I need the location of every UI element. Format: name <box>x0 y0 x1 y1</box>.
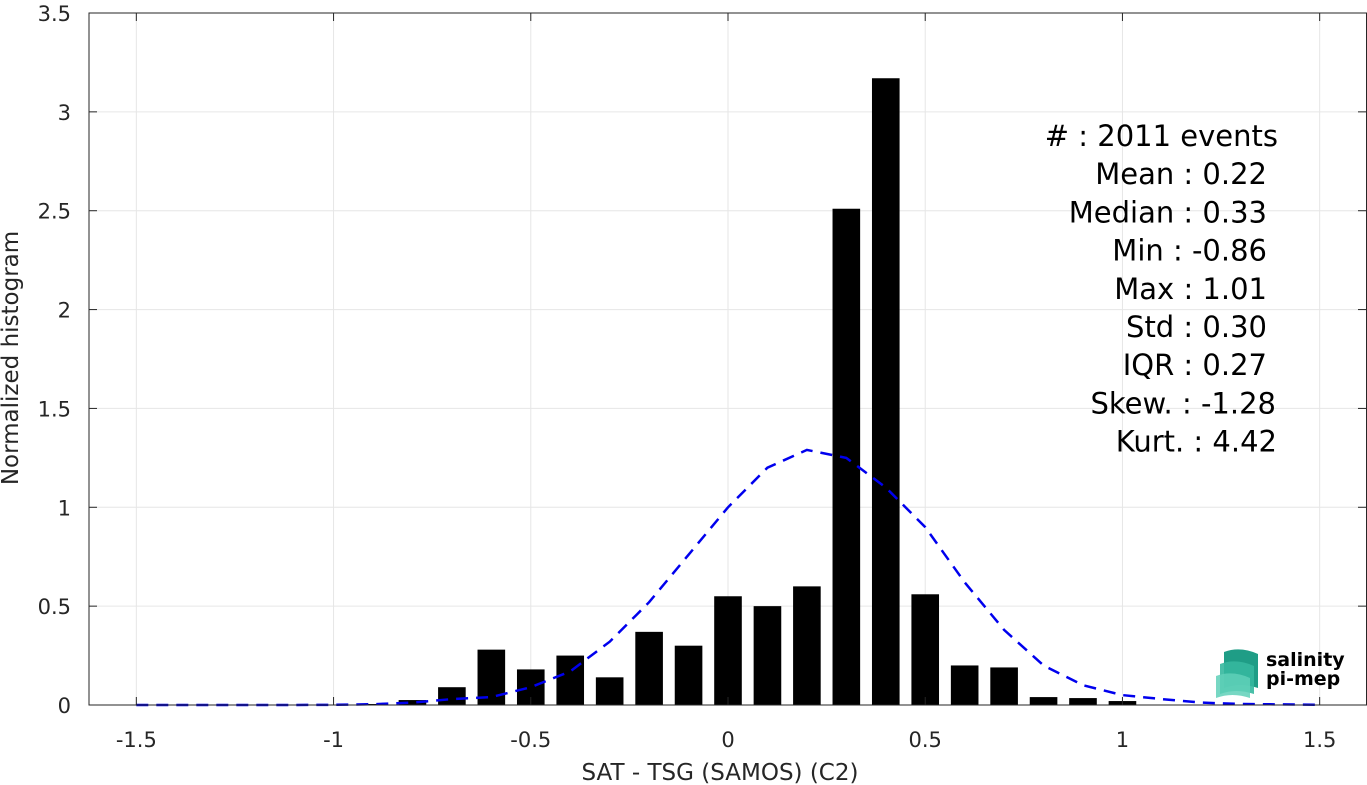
histogram-bar <box>911 594 940 705</box>
histogram-bar <box>674 645 703 705</box>
logo-mark-icon <box>1216 649 1258 698</box>
x-tick-label: 0.5 <box>909 728 942 752</box>
histogram-bar <box>753 606 782 705</box>
histogram-bar <box>398 700 427 705</box>
x-tick-label: 0 <box>721 728 734 752</box>
histogram-bar <box>793 586 821 705</box>
y-tick-label: 3.5 <box>38 2 71 26</box>
stat-line: Std : 0.30 <box>1126 310 1267 344</box>
stat-line: Min : -0.86 <box>1112 234 1267 268</box>
x-tick-label: -0.5 <box>510 728 551 752</box>
histogram-bar <box>1029 697 1058 705</box>
histogram-bar <box>438 687 466 705</box>
stat-line: Skew. : -1.28 <box>1090 386 1276 420</box>
histogram-bar <box>714 596 742 705</box>
logo-line2: pi-mep <box>1266 668 1340 690</box>
histogram-bar <box>950 665 979 705</box>
stat-line: Kurt. : 4.42 <box>1116 425 1277 459</box>
histogram-bar <box>1069 698 1097 705</box>
salinity-pi-mep-logo: salinity pi-mep <box>1216 649 1345 698</box>
bars <box>359 78 1137 706</box>
stat-line: Max : 1.01 <box>1114 272 1267 306</box>
y-tick-label: 1.5 <box>38 397 71 421</box>
y-tick-label: 2.5 <box>38 200 71 224</box>
x-tick-label: -1 <box>323 728 344 752</box>
stat-line: # : 2011 events <box>1045 119 1278 153</box>
x-tick-label: 1 <box>1116 728 1129 752</box>
y-tick-label: 1 <box>58 496 71 520</box>
histogram-bar <box>990 667 1018 705</box>
x-tick-label: -1.5 <box>116 728 157 752</box>
logo-line1: salinity <box>1266 649 1345 671</box>
stat-line: IQR : 0.27 <box>1123 348 1267 382</box>
y-tick-label: 0 <box>58 694 71 718</box>
histogram-bar <box>871 78 900 705</box>
histogram-bar <box>595 677 624 705</box>
y-axis-label: Normalized histogram <box>0 231 24 485</box>
y-tick-label: 2 <box>58 299 71 323</box>
y-tick-label: 3 <box>58 101 71 125</box>
histogram-bar <box>635 631 663 705</box>
y-tick-label: 0.5 <box>38 595 71 619</box>
tick-labels: -1.5 -1 -0.5 0 0.5 1 1.5 0 0.5 1 1.5 2 2.5 3 3.5 <box>38 2 1337 752</box>
x-axis-label: SAT - TSG (SAMOS) (C2) <box>582 760 859 785</box>
statistics-box: # : 2011 events Mean : 0.22 Median : 0.33 M… <box>1045 119 1278 459</box>
stat-line: Median : 0.33 <box>1069 195 1267 229</box>
stat-line: Mean : 0.22 <box>1095 157 1267 191</box>
x-tick-label: 1.5 <box>1303 728 1336 752</box>
